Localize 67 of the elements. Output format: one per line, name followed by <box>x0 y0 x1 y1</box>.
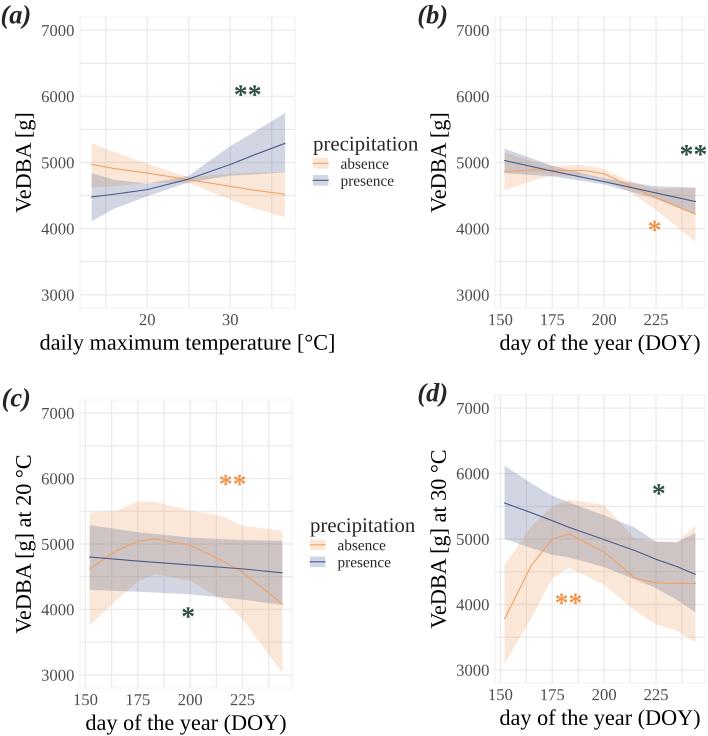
line-series <box>89 538 283 605</box>
legend-label: presence <box>338 560 390 570</box>
line-series <box>504 169 696 215</box>
chart-title: (d) <box>418 383 446 407</box>
x-tick-label: 225 <box>644 689 668 700</box>
y-tick-label: 7000 <box>457 402 489 414</box>
line-series <box>91 142 286 198</box>
x-tick-label: 175 <box>541 314 564 326</box>
x-tick-label: 150 <box>489 314 512 326</box>
y-tick-label: 7000 <box>457 24 489 36</box>
chart-title: (a) <box>2 5 30 29</box>
x-tick-label: 150 <box>489 689 512 700</box>
y-tick-label: 5000 <box>42 157 74 168</box>
y-tick-label: 5000 <box>457 534 489 545</box>
annotation: * <box>653 484 665 495</box>
x-tick-label: 30 <box>222 314 238 326</box>
x-tick-label: 175 <box>126 694 150 706</box>
y-axis-title: VeDBA [g] at 20 °C <box>15 456 36 634</box>
y-tick-label: 3000 <box>456 664 489 676</box>
y-tick-label: 3000 <box>42 670 74 681</box>
chart-title: (c) <box>2 388 30 412</box>
x-tick-label: 175 <box>541 689 564 700</box>
y-tick-label: 7000 <box>42 24 74 36</box>
y-tick-label: 4000 <box>41 223 74 235</box>
x-tick-label: 20 <box>140 314 155 326</box>
annotation: * <box>648 220 660 232</box>
annotation: ** <box>556 594 582 604</box>
annotation: * <box>182 607 194 618</box>
y-axis-title: VeDBA [g] <box>430 114 451 213</box>
y-tick-label: 5000 <box>457 157 489 168</box>
x-axis-title: day of the year (DOY) <box>86 714 286 735</box>
line-series <box>504 160 696 202</box>
y-tick-label: 4000 <box>41 604 74 616</box>
annotation: ** <box>220 474 246 486</box>
line-series <box>504 502 696 575</box>
legend-label: absence <box>338 540 386 550</box>
y-tick-label: 6000 <box>456 468 489 480</box>
legend-title: precipitation <box>313 136 418 155</box>
legend-title: precipitation <box>310 518 415 536</box>
y-tick-label: 4000 <box>456 599 489 610</box>
line-series <box>91 164 286 195</box>
annotation: ** <box>680 145 706 156</box>
y-axis-title: VeDBA [g] at 30 °C <box>430 450 451 628</box>
y-tick-label: 3000 <box>456 289 489 301</box>
x-tick-label: 200 <box>592 689 616 700</box>
line-series <box>89 556 283 574</box>
x-axis-title: day of the year (DOY) <box>500 709 700 730</box>
x-tick-label: 225 <box>644 314 668 326</box>
x-axis-title: day of the year (DOY) <box>500 334 700 355</box>
x-tick-label: 200 <box>592 314 616 326</box>
x-axis-title: daily maximum temperature [°C] <box>40 334 334 354</box>
y-axis-title: VeDBA [g] <box>15 114 36 213</box>
chart-title: (b) <box>418 5 446 29</box>
y-tick-label: 7000 <box>42 408 74 420</box>
y-tick-label: 6000 <box>42 91 74 102</box>
line-series <box>504 533 696 620</box>
legend-label: absence <box>341 158 388 169</box>
x-tick-label: 225 <box>230 694 254 706</box>
y-tick-label: 6000 <box>456 91 489 102</box>
x-tick-label: 150 <box>74 694 98 706</box>
annotation: ** <box>234 85 260 96</box>
y-tick-label: 4000 <box>456 223 489 235</box>
legend-label: presence <box>340 178 394 189</box>
y-tick-label: 5000 <box>42 538 74 550</box>
y-tick-label: 3000 <box>42 289 74 301</box>
x-tick-label: 200 <box>178 694 202 706</box>
y-tick-label: 6000 <box>42 473 74 484</box>
